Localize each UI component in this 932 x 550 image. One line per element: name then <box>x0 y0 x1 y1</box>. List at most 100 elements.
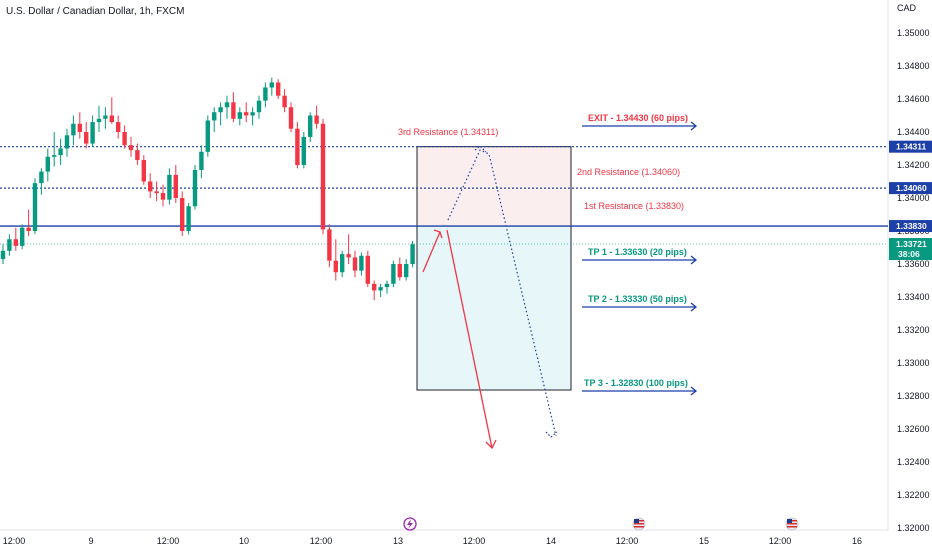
candle-body <box>250 112 255 116</box>
r2-price-box <box>889 182 932 195</box>
x-tick-label: 9 <box>88 536 93 546</box>
x-tick-label: 10 <box>239 536 249 546</box>
y-tick-label: 1.33400 <box>897 292 930 302</box>
r3-price-label: 1.34311 <box>896 142 927 152</box>
lightning-event-icon <box>403 517 417 531</box>
down-arrow-line <box>446 229 493 449</box>
y-tick-label: 1.33600 <box>897 259 930 269</box>
candle-body <box>340 254 345 273</box>
candle-body <box>173 174 178 198</box>
candle-body <box>288 107 294 129</box>
r1-price-box <box>889 220 932 233</box>
projected-end-head <box>545 431 558 438</box>
candle-body <box>192 169 198 207</box>
candle-body <box>32 183 38 231</box>
candle-body <box>84 132 89 144</box>
candle-body <box>256 100 262 113</box>
y-tick-label: 1.32200 <box>897 490 930 500</box>
x-tick-label: 12:00 <box>3 536 26 546</box>
exit-annotation: EXIT - 1.34430 (60 pips) <box>588 113 688 123</box>
x-tick-label: 12:00 <box>769 536 792 546</box>
candle-body <box>128 145 134 151</box>
candle-body <box>122 132 127 146</box>
x-tick-label: 12:00 <box>463 536 486 546</box>
r2-annotation: 2nd Resistance (1.34060) <box>577 167 680 177</box>
candle-body <box>205 120 210 152</box>
candle-body <box>320 123 326 230</box>
y-tick-label: 1.32400 <box>897 457 930 467</box>
candle-body <box>58 148 63 156</box>
candle-body <box>263 87 268 101</box>
candle-body <box>301 136 306 165</box>
candle-body <box>218 107 223 113</box>
chart-title: U.S. Dollar / Canadian Dollar, 1h, FXCM <box>6 6 184 17</box>
candle-body <box>13 239 18 246</box>
candle-body <box>154 191 159 194</box>
down-arrow-head <box>485 439 497 450</box>
candle-body <box>90 122 95 144</box>
candle-body <box>109 115 114 123</box>
axis-currency: CAD <box>897 3 917 13</box>
candle-body <box>103 115 108 119</box>
candle-body <box>244 112 249 116</box>
tp3-arrow-head <box>690 386 698 396</box>
target-zone <box>417 226 571 390</box>
candle-body <box>64 135 70 149</box>
x-tick-label: 15 <box>699 536 709 546</box>
candle-body <box>359 255 364 271</box>
up-arrow-head <box>433 229 443 239</box>
candle-body <box>180 198 185 231</box>
candle-body <box>352 257 358 271</box>
r3-annotation: 3rd Resistance (1.34311) <box>398 127 498 137</box>
tp1-annotation: TP 1 - 1.33630 (20 pips) <box>588 247 687 257</box>
candle-body <box>231 102 236 119</box>
x-tick-label: 16 <box>852 536 862 546</box>
candle-body <box>391 264 396 284</box>
candle-body <box>378 287 383 291</box>
candle-body <box>167 174 172 200</box>
candle-body <box>308 115 313 137</box>
candle-body <box>96 118 102 123</box>
candle-body <box>404 264 409 278</box>
tp1-arrow-head <box>690 255 698 265</box>
candle-body <box>0 250 6 260</box>
y-tick-label: 1.34800 <box>897 61 930 71</box>
y-tick-label: 1.34000 <box>897 193 930 203</box>
candle-body <box>410 244 415 264</box>
candle-body <box>135 150 140 161</box>
candle-body <box>276 82 281 96</box>
candle-body <box>295 128 300 165</box>
candle-body <box>365 255 370 284</box>
current-price-box <box>889 238 932 261</box>
y-tick-label: 1.34600 <box>897 94 930 104</box>
candle-body <box>314 115 319 124</box>
r3-price-box <box>889 140 932 153</box>
candle-body <box>52 155 57 157</box>
tp2-annotation: TP 2 - 1.33330 (50 pips) <box>588 294 687 304</box>
us-flag-event-icon <box>632 517 646 531</box>
tp3-annotation: TP 3 - 1.32830 (100 pips) <box>584 378 688 388</box>
candle-body <box>20 227 25 246</box>
candle-body <box>224 102 230 108</box>
countdown-label: 38:06 <box>898 249 920 259</box>
x-tick-label: 12:00 <box>157 536 180 546</box>
x-tick-label: 13 <box>393 536 403 546</box>
tp2-arrow-head <box>690 302 698 312</box>
x-tick-label: 12:00 <box>310 536 333 546</box>
candle-body <box>346 254 351 258</box>
us-flag-event-icon <box>785 517 799 531</box>
candle-body <box>327 229 332 261</box>
candle-body <box>186 206 191 231</box>
r2-price-label: 1.34060 <box>896 183 927 193</box>
candle-body <box>45 156 50 172</box>
candle-body <box>148 181 153 192</box>
candle-body <box>71 123 76 136</box>
candle-body <box>39 171 44 184</box>
candle-body <box>282 95 287 108</box>
candle-body <box>26 227 31 231</box>
candle-body <box>7 239 12 251</box>
r1-annotation: 1st Resistance (1.33830) <box>584 201 684 211</box>
candle-body <box>116 122 121 132</box>
x-tick-label: 14 <box>546 536 556 546</box>
